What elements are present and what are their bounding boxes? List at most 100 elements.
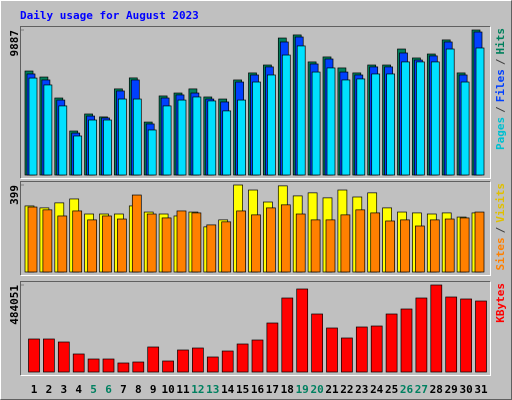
bar <box>266 207 276 273</box>
bar <box>430 61 440 176</box>
legend-separator: / <box>494 106 507 113</box>
bar <box>356 78 366 176</box>
bar <box>281 54 291 176</box>
legend-entry: Hits <box>494 28 507 55</box>
bar <box>43 84 53 176</box>
legend-entry: Visits <box>494 183 507 223</box>
y-tick-label: 484051 <box>8 285 21 325</box>
bar <box>415 225 425 273</box>
bar <box>177 349 189 373</box>
bar <box>43 338 55 373</box>
legend-entry: KBytes <box>494 283 507 323</box>
panel-bevel-light <box>20 281 491 376</box>
bar <box>371 73 381 176</box>
bar <box>459 217 470 273</box>
bar <box>28 77 38 176</box>
bar <box>429 219 440 273</box>
bar <box>311 313 323 373</box>
bar <box>475 300 487 373</box>
bar <box>267 74 276 176</box>
bar <box>72 353 85 373</box>
x-tick-label: 2 <box>46 383 53 396</box>
bar <box>295 213 306 273</box>
bar <box>147 346 160 373</box>
x-tick-label: 1 <box>31 383 38 396</box>
bar <box>355 209 366 273</box>
x-tick-label: 31 <box>474 383 488 396</box>
legend-entry: Files <box>494 69 507 102</box>
bar <box>87 219 97 273</box>
bar <box>147 129 157 176</box>
x-tick-label: 25 <box>385 383 398 396</box>
x-tick-label: 17 <box>266 383 279 396</box>
bar <box>474 211 485 273</box>
bar <box>341 79 351 176</box>
x-tick-label: 11 <box>176 383 190 396</box>
legend: Pages / Files / Hits <box>494 28 507 150</box>
x-tick-label: 16 <box>251 383 265 396</box>
x-tick-label: 21 <box>325 383 339 396</box>
bar <box>42 209 53 273</box>
bar <box>221 350 234 373</box>
bar <box>176 210 187 273</box>
bar <box>415 297 428 373</box>
bar <box>475 47 485 176</box>
bar <box>177 99 187 176</box>
y-tick-label: 399 <box>8 185 21 205</box>
x-tick-label: 4 <box>75 383 82 396</box>
bar <box>132 361 145 373</box>
legend-separator: / <box>494 226 507 233</box>
bar <box>236 210 246 273</box>
bar <box>340 214 351 273</box>
bar <box>132 98 142 176</box>
bar <box>102 358 115 373</box>
bar <box>445 296 458 373</box>
x-tick-label: 26 <box>400 383 414 396</box>
panel-bevel-light <box>20 26 491 179</box>
x-tick-label: 12 <box>191 383 204 396</box>
bar <box>207 100 217 176</box>
bar <box>296 288 309 373</box>
bar <box>162 360 174 373</box>
bar <box>296 45 306 176</box>
bar <box>27 206 38 273</box>
bar <box>266 322 279 373</box>
x-tick-label: 24 <box>370 383 384 396</box>
x-tick-label: 6 <box>105 383 112 396</box>
panel-bevel-light <box>20 181 491 276</box>
x-tick-label: 20 <box>310 383 323 396</box>
bar <box>370 325 383 373</box>
bar <box>251 339 264 373</box>
x-tick-label: 22 <box>340 383 353 396</box>
x-tick-label: 18 <box>281 383 294 396</box>
bar <box>252 81 261 176</box>
legend-entry: Pages <box>494 117 507 150</box>
bar <box>280 204 291 273</box>
bar <box>161 217 172 273</box>
bar <box>416 61 425 176</box>
panel-bevel-dark <box>20 26 491 179</box>
x-tick-label: 28 <box>430 383 443 396</box>
x-tick-label: 5 <box>90 383 97 396</box>
bar <box>341 337 353 373</box>
bar <box>73 135 83 176</box>
bar <box>206 356 219 373</box>
x-tick-label: 13 <box>206 383 219 396</box>
x-tick-label: 27 <box>415 383 428 396</box>
bar <box>28 338 40 373</box>
x-tick-label: 15 <box>236 383 249 396</box>
panel-bevel-dark <box>20 281 491 376</box>
x-tick-label: 30 <box>459 383 472 396</box>
bar <box>118 98 127 176</box>
legend-entry: Sites <box>494 237 507 270</box>
bar <box>370 212 381 273</box>
chart-title: Daily usage for August 2023 <box>20 9 199 22</box>
y-tick-label: 9887 <box>8 30 21 57</box>
bar <box>445 48 455 176</box>
bar <box>326 67 336 176</box>
bar <box>385 220 395 273</box>
panel-bevel-dark <box>20 181 491 276</box>
